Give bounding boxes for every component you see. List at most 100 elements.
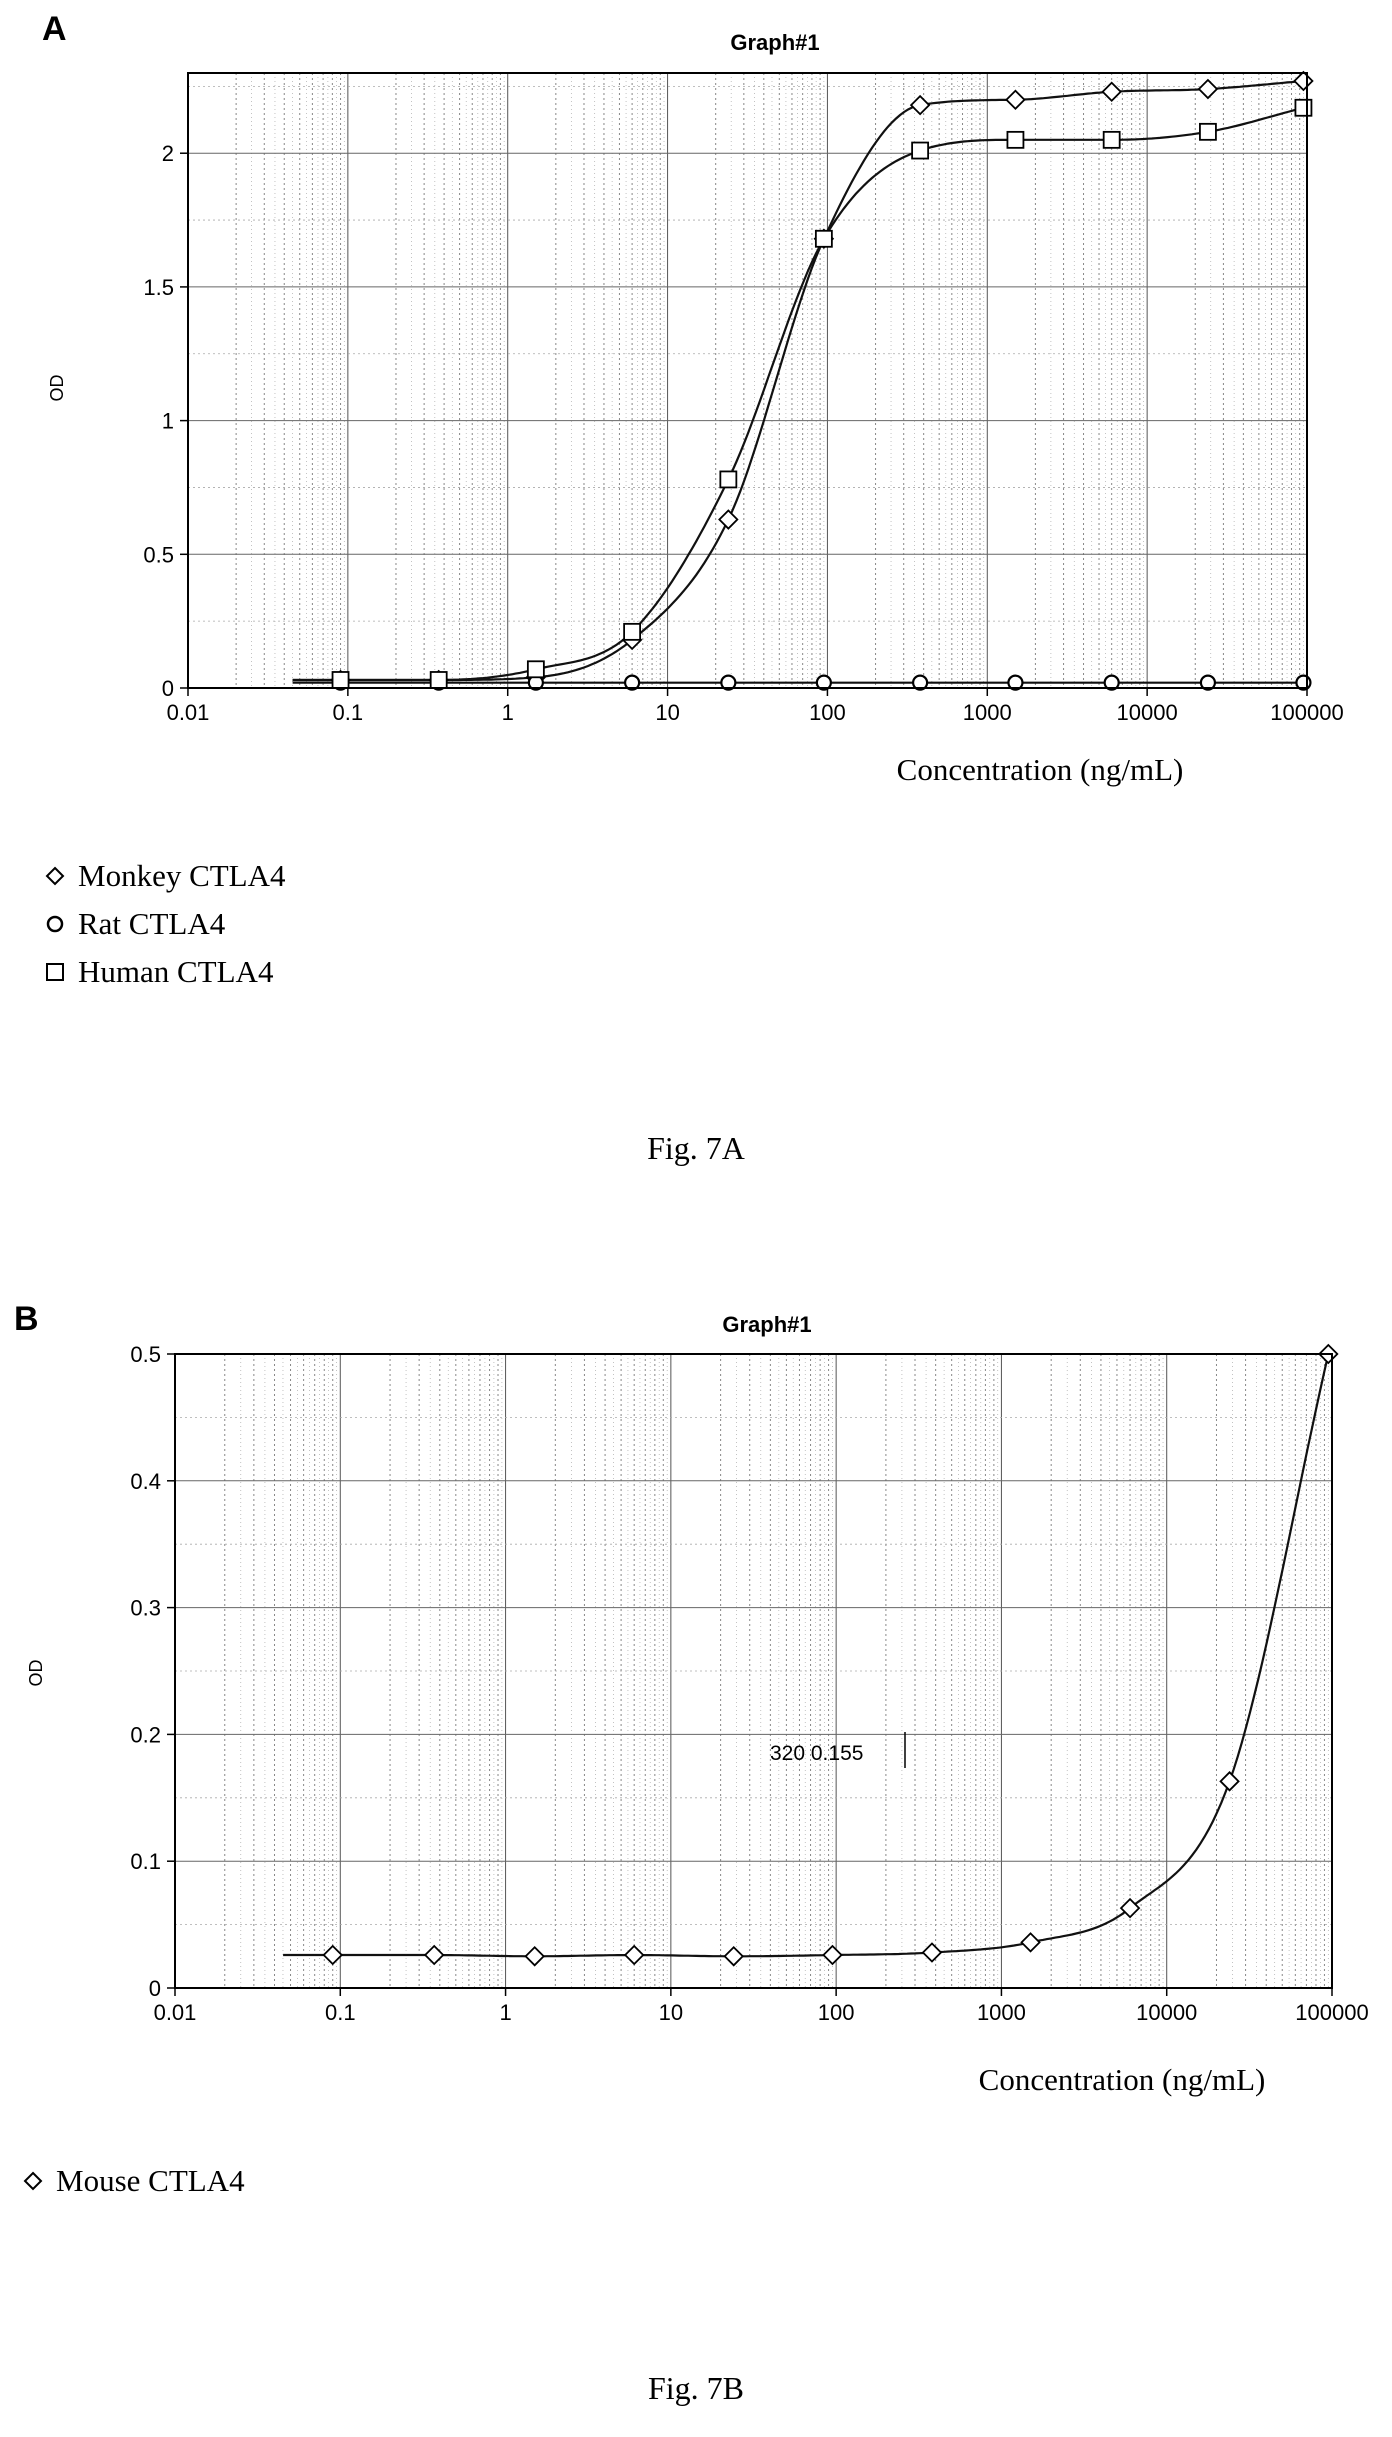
square-marker-icon (46, 963, 64, 981)
chart-b-y-ticks: 0 0.1 0.2 0.3 0.4 0.5 (130, 1342, 175, 2001)
x-tick-label: 0.01 (167, 700, 210, 725)
chart-b-readout-annotation: 320 0.155 (770, 1742, 863, 1765)
data-point-monkey-ctla4 (1293, 70, 1314, 92)
data-point-rat-ctla4 (1103, 674, 1120, 691)
data-point-human-ctla4 (526, 660, 545, 679)
data-point-mouse-ctla4 (1119, 1897, 1141, 1919)
fit-curve-monkey-ctla4 (292, 79, 1304, 682)
x-tick-label: 100 (818, 2000, 855, 2025)
legend-b-label-mouse: Mouse CTLA4 (56, 2163, 245, 2198)
chart-a-x-label: Concentration (ng/mL) (897, 752, 1184, 787)
y-tick-label: 0 (162, 676, 174, 701)
data-point-monkey-ctla4 (718, 509, 739, 530)
x-tick-label: 10000 (1117, 700, 1178, 725)
legend-b-item-mouse: Mouse CTLA4 (22, 2157, 245, 2205)
y-tick-label: 0.2 (130, 1722, 161, 1747)
x-tick-label: 1 (499, 2000, 511, 2025)
data-point-human-ctla4 (623, 622, 642, 641)
data-point-human-ctla4 (911, 141, 930, 160)
chart-b-title: Graph#1 (722, 1312, 811, 1337)
chart-a-marks (330, 70, 1314, 691)
data-point-mouse-ctla4 (524, 1946, 545, 1967)
x-tick-label: 10 (659, 2000, 683, 2025)
x-tick-label: 10000 (1136, 2000, 1197, 2025)
chart-a-grid (187, 73, 1307, 689)
data-point-monkey-ctla4 (1005, 89, 1026, 111)
x-tick-label: 100 (809, 700, 846, 725)
chart-a-x-ticks: 0.01 0.1 1 10 100 1000 10000 100000 (167, 688, 1344, 725)
y-tick-label: 0.5 (143, 542, 174, 567)
panel-label-b: B (14, 1300, 39, 1338)
chart-a-y-label: OD (47, 374, 67, 401)
y-tick-label: 0.1 (130, 1849, 161, 1874)
legend-a-label-monkey: Monkey CTLA4 (78, 858, 286, 893)
data-point-mouse-ctla4 (322, 1944, 343, 1966)
data-point-monkey-ctla4 (909, 94, 931, 116)
x-tick-label: 100000 (1270, 700, 1343, 725)
data-point-human-ctla4 (331, 671, 350, 689)
legend-a-item-rat: Rat CTLA4 (44, 900, 286, 948)
y-tick-label: 0.3 (130, 1596, 161, 1621)
x-tick-label: 1000 (977, 2000, 1026, 2025)
data-point-mouse-ctla4 (623, 1944, 645, 1966)
chart-a-title: Graph#1 (730, 30, 819, 55)
data-point-mouse-ctla4 (1020, 1932, 1041, 1953)
y-tick-label: 1.5 (143, 275, 174, 300)
data-point-rat-ctla4 (1007, 674, 1024, 691)
x-tick-label: 1 (502, 700, 514, 725)
chart-a-curves (292, 79, 1304, 684)
data-point-rat-ctla4 (815, 674, 832, 691)
data-point-human-ctla4 (814, 229, 833, 248)
chart-b: Graph#1 0.01 0.1 1 10 100 1000 10000 100000 00.… (26, 1312, 1369, 2097)
data-point-rat-ctla4 (912, 674, 929, 691)
chart-b-marks (322, 1343, 1339, 1967)
data-point-rat-ctla4 (720, 674, 737, 691)
data-point-mouse-ctla4 (723, 1946, 744, 1967)
data-point-mouse-ctla4 (1219, 1771, 1240, 1792)
data-point-human-ctla4 (1294, 98, 1313, 117)
chart-b-y-label: OD (26, 1659, 46, 1686)
legend-a: Monkey CTLA4 Rat CTLA4 Human CTLA4 (44, 852, 286, 996)
chart-b-grid (174, 1353, 1332, 1989)
chart-b-plot-frame (174, 1353, 1333, 1989)
caption-b: Fig. 7B (647, 2370, 745, 2406)
x-tick-label: 0.01 (154, 2000, 197, 2025)
y-tick-label: 0 (149, 1976, 161, 2001)
chart-b-x-label: Concentration (ng/mL) (979, 2062, 1266, 2097)
data-point-human-ctla4 (429, 671, 448, 689)
data-point-human-ctla4 (719, 470, 738, 489)
x-tick-label: 10 (655, 700, 679, 725)
diamond-marker-icon (23, 2171, 43, 2191)
chart-a-y-ticks: 0 0.5 1 1.5 2 (143, 141, 188, 701)
x-tick-label: 1000 (963, 700, 1012, 725)
data-point-human-ctla4 (1102, 130, 1121, 149)
data-point-rat-ctla4 (1199, 674, 1217, 691)
data-point-human-ctla4 (1006, 130, 1025, 149)
legend-a-item-human: Human CTLA4 (44, 948, 286, 996)
chart-b-x-ticks: 0.01 0.1 1 10 100 1000 10000 100000 (154, 1988, 1369, 2025)
caption-a: Fig. 7A (647, 1130, 745, 1166)
y-tick-label: 1 (162, 409, 174, 434)
data-point-mouse-ctla4 (423, 1944, 445, 1966)
y-tick-label: 0.4 (130, 1469, 161, 1494)
x-tick-label: 0.1 (333, 700, 364, 725)
legend-a-label-rat: Rat CTLA4 (78, 906, 226, 941)
y-tick-label: 2 (162, 141, 174, 166)
circle-marker-icon (46, 915, 64, 933)
panel-label-a: A (42, 10, 67, 48)
chart-a: Graph#1 0.01 0.1 1 10 100 1000 10000 100000 00.… (47, 30, 1344, 787)
y-tick-label: 0.5 (130, 1342, 161, 1367)
legend-b: Mouse CTLA4 (22, 2157, 245, 2205)
data-point-human-ctla4 (1199, 122, 1217, 141)
data-point-mouse-ctla4 (921, 1942, 943, 1963)
x-tick-label: 100000 (1295, 2000, 1368, 2025)
chart-a-plot-frame (187, 72, 1308, 689)
legend-a-item-monkey: Monkey CTLA4 (44, 852, 286, 900)
legend-a-label-human: Human CTLA4 (78, 954, 274, 989)
data-point-monkey-ctla4 (1101, 81, 1122, 102)
data-point-monkey-ctla4 (1197, 78, 1219, 100)
x-tick-label: 0.1 (325, 2000, 356, 2025)
data-point-mouse-ctla4 (822, 1944, 843, 1966)
diamond-marker-icon (45, 866, 65, 886)
data-point-rat-ctla4 (624, 674, 641, 691)
